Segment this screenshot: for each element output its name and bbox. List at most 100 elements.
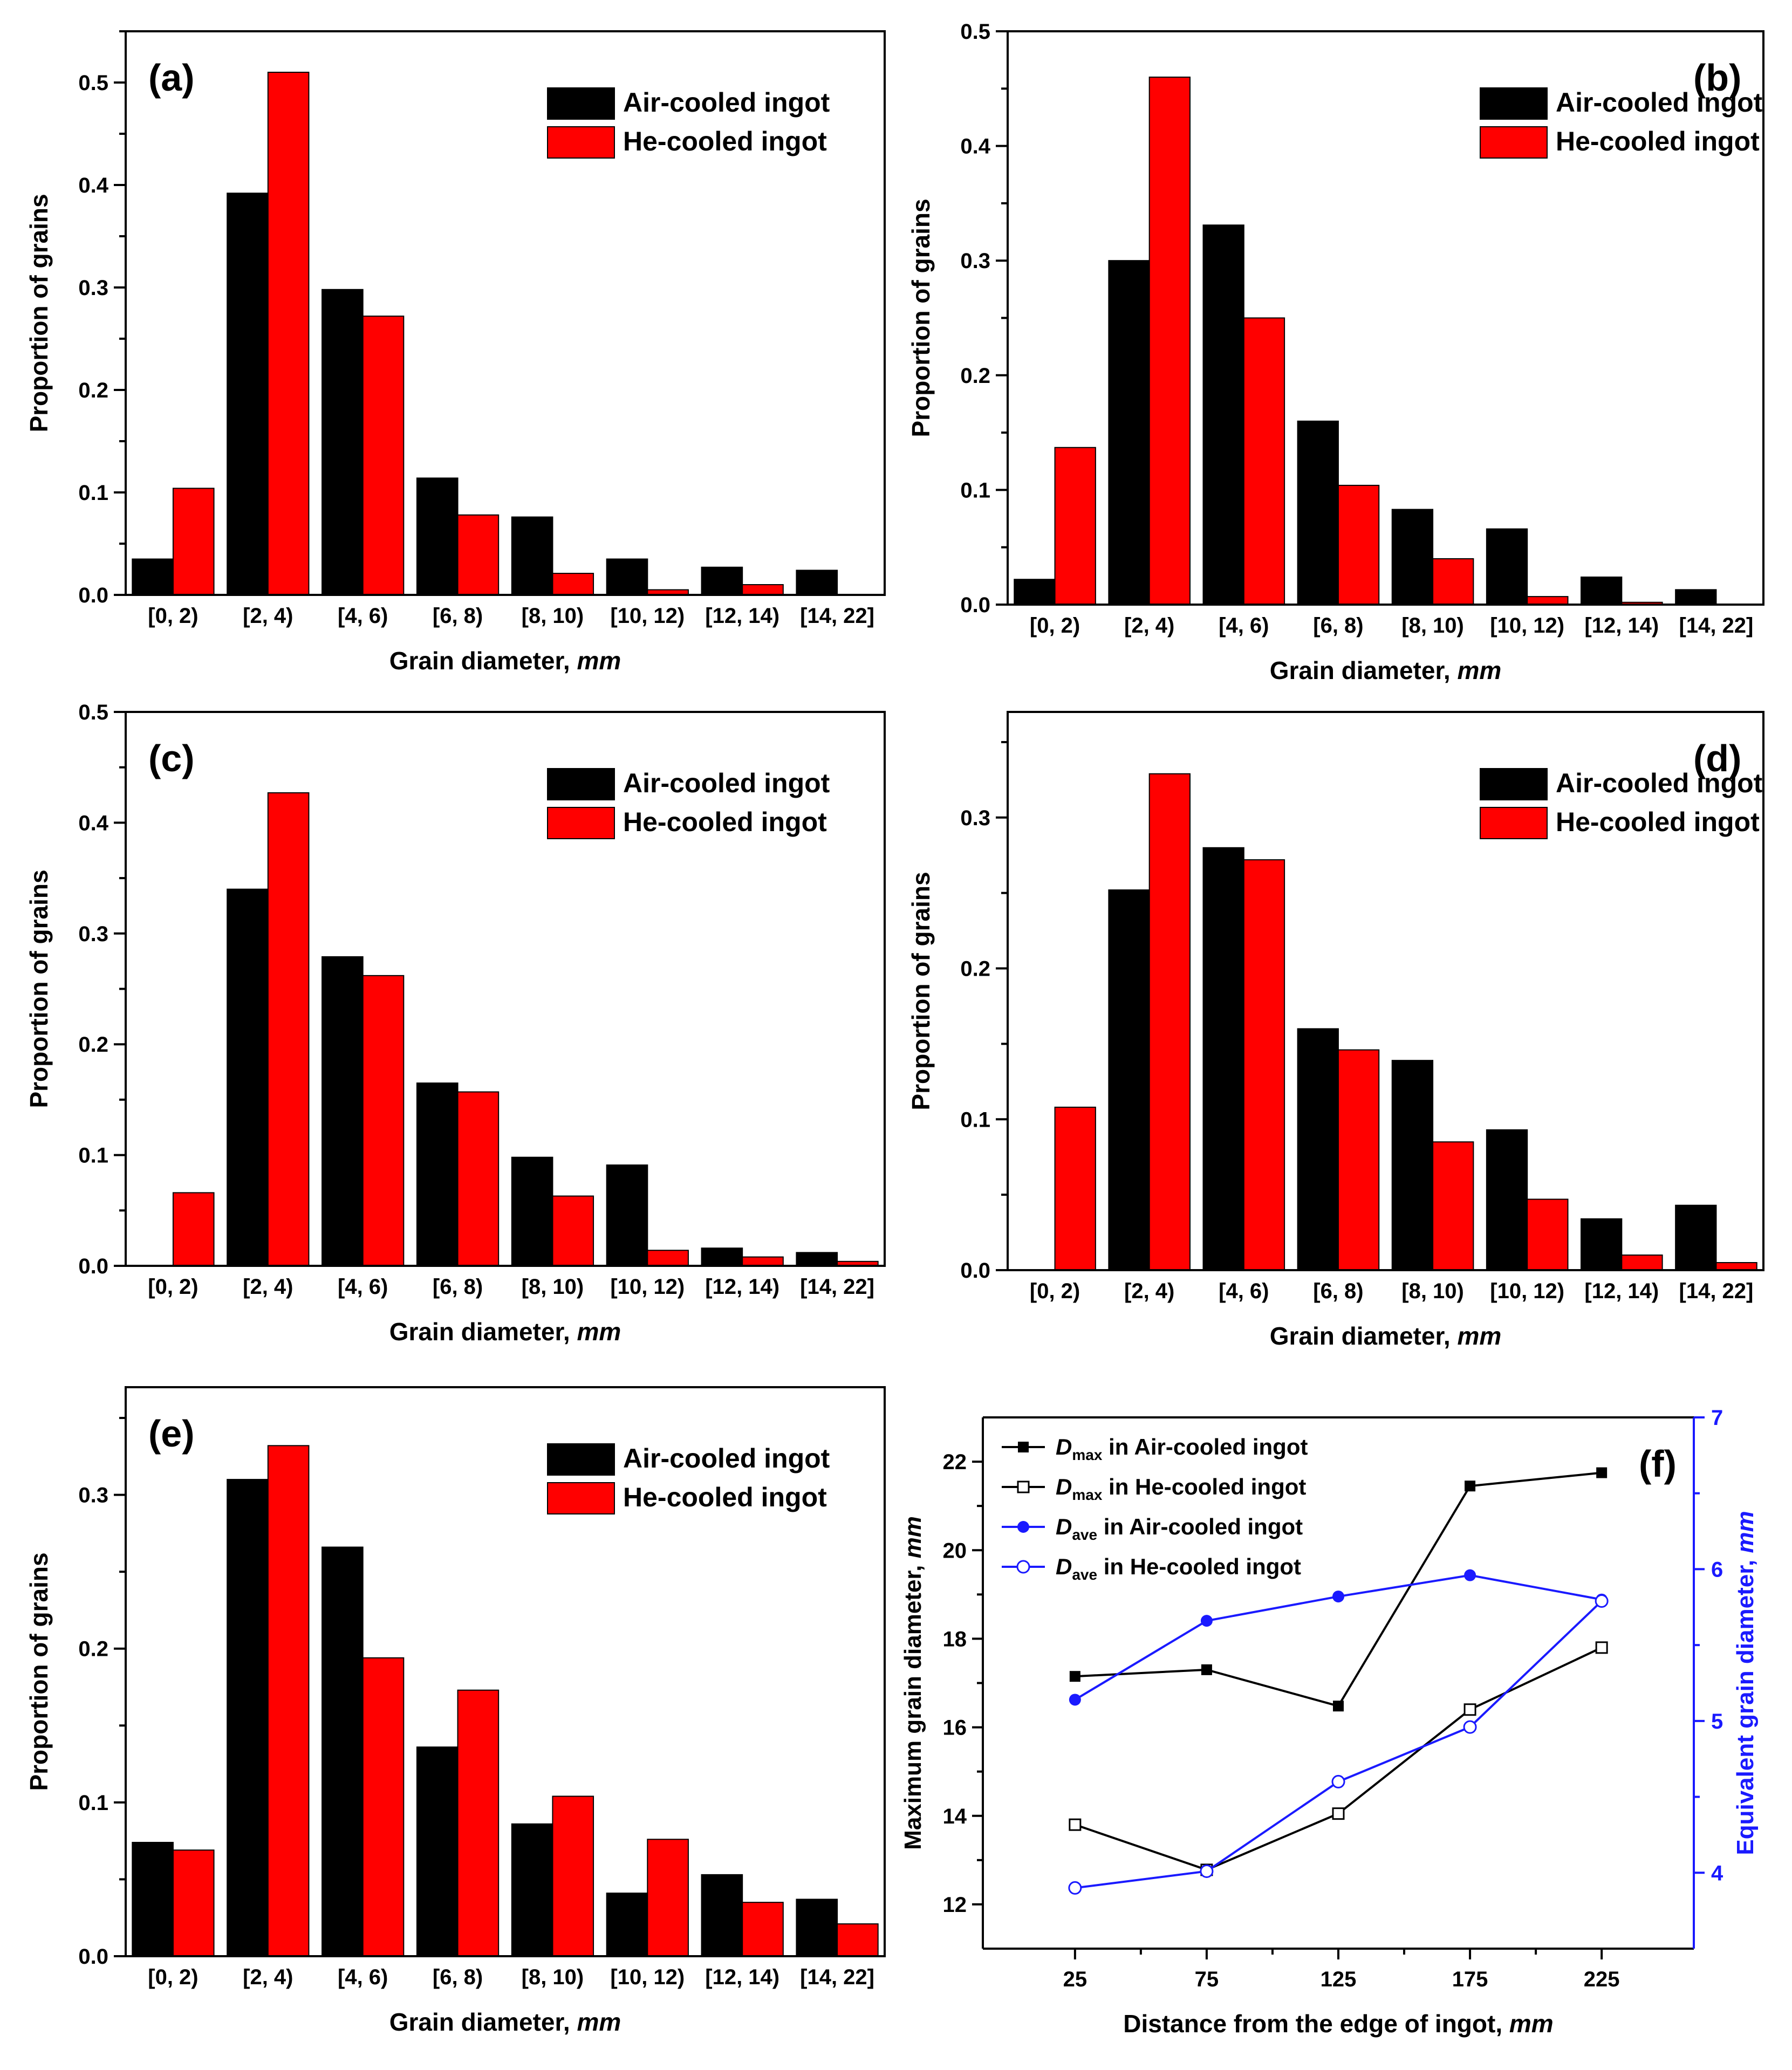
air-bar-1 <box>227 193 269 595</box>
x-tick-label: [10, 12) <box>610 604 685 628</box>
legend-text: in Air-cooled ingot <box>1097 1514 1303 1539</box>
y-tick-label: 0.1 <box>78 481 108 505</box>
air-bar-1 <box>1108 260 1150 605</box>
he-bar-5 <box>1527 1198 1569 1271</box>
series-2-point-1 <box>1200 1615 1213 1627</box>
legend-swatch <box>547 807 615 839</box>
he-bar-0 <box>172 1192 215 1267</box>
air-bar-2 <box>1202 847 1244 1271</box>
y-tick-label: 0.2 <box>78 379 108 402</box>
x-tick-label: [2, 4) <box>243 1275 293 1299</box>
y-axis-unit: mm <box>900 1516 926 1558</box>
he-bar-2 <box>1243 859 1285 1271</box>
series-0-point-4 <box>1596 1467 1608 1478</box>
series-0-point-2 <box>1333 1701 1344 1712</box>
x-tick-label: [6, 8) <box>433 604 483 628</box>
x-tick-label: [14, 22] <box>1679 1279 1754 1303</box>
x-tick-label: [14, 22] <box>800 1275 874 1299</box>
bar-chart-c: 0.0 0.1 0.2 0.3 0.4 0.5 [0, 2) [2, 4) [4, 6) [6, … <box>25 701 886 1346</box>
legend-text: in Air-cooled ingot <box>1102 1434 1308 1459</box>
x-tick-label: [12, 14) <box>705 1965 779 1989</box>
panel-label: (d) <box>1693 737 1741 779</box>
y-tick-label: 12 <box>943 1893 967 1917</box>
bar-chart-b: 0.0 0.1 0.2 0.3 0.4 0.5 [0, 2) [2, 4) [4, 6) [6, … <box>907 20 1764 684</box>
he-bar-5 <box>1527 596 1569 606</box>
x-tick-label: [2, 4) <box>1124 1279 1174 1303</box>
x-tick-label: [12, 14) <box>1584 1279 1659 1303</box>
he-bar-3 <box>457 1091 500 1266</box>
x-axis-unit: mm <box>1457 1322 1501 1350</box>
x-axis-label: Distance from the edge of ingot, mm <box>1123 2010 1553 2038</box>
x-tick-label: 175 <box>1452 1968 1488 1991</box>
he-bar-2 <box>362 316 405 595</box>
y-tick-label: 20 <box>943 1539 967 1562</box>
y-tick-label: 0.4 <box>78 811 108 835</box>
x-tick-label: [12, 14) <box>705 604 779 628</box>
air-bar-1 <box>227 888 269 1266</box>
x-tick-label: [6, 8) <box>1313 1279 1363 1303</box>
y-axis-label: Proportion of grains <box>25 1552 53 1791</box>
he-bar-2 <box>362 1657 405 1957</box>
x-tick-label: [10, 12) <box>610 1965 685 1989</box>
series-line-1 <box>1075 1647 1603 1872</box>
x-tick-label: [0, 2) <box>148 604 198 628</box>
air-bar-3 <box>416 477 459 596</box>
he-bar-4 <box>552 1195 594 1266</box>
x-tick-label: [8, 10) <box>522 1965 584 1989</box>
he-bar-6 <box>742 1256 784 1267</box>
y-tick-label: 0.1 <box>960 1108 990 1132</box>
air-bar-3 <box>1297 1028 1339 1271</box>
x-axis-label-text: Grain diameter, <box>389 647 577 675</box>
legend-marker <box>1016 1560 1030 1574</box>
y-tick-label: 0.3 <box>78 276 108 300</box>
x-tick-label: [4, 6) <box>338 604 388 628</box>
y-tick-label: 0.3 <box>960 806 990 830</box>
he-bar-6 <box>1621 1255 1663 1271</box>
he-bar-5 <box>647 1250 689 1266</box>
series-1-point-0 <box>1069 1818 1082 1831</box>
x-axis-label-text: Grain diameter, <box>389 1318 577 1346</box>
series-2-point-2 <box>1332 1591 1344 1603</box>
y-right-axis-unit: mm <box>1732 1511 1759 1553</box>
legend-text: in He-cooled ingot <box>1097 1554 1301 1579</box>
air-bar-7 <box>1675 1204 1717 1271</box>
y-tick-label: 0.0 <box>78 1945 108 1969</box>
x-tick-label: [8, 10) <box>522 604 584 628</box>
x-axis-label: Grain diameter, mm <box>1270 656 1502 684</box>
y-axis-label: Maximum grain diameter, mm <box>900 1516 926 1850</box>
legend-label: Air-cooled ingot <box>623 768 830 798</box>
air-bar-5 <box>1486 1129 1528 1271</box>
x-tick-label: 25 <box>1063 1968 1087 1991</box>
legend-text: in He-cooled ingot <box>1102 1474 1306 1499</box>
legend-label: He-cooled ingot <box>623 1482 827 1512</box>
he-bar-3 <box>1337 484 1380 605</box>
x-tick-label: [0, 2) <box>1030 1279 1080 1303</box>
air-bar-7 <box>796 1252 838 1267</box>
air-bar-2 <box>322 956 364 1266</box>
air-bar-3 <box>1297 420 1339 606</box>
legend-label: Air-cooled ingot <box>1556 768 1763 798</box>
y-right-axis-label-text: Equivalent grain diameter, <box>1732 1553 1759 1855</box>
air-bar-2 <box>322 1546 364 1957</box>
legend-marker <box>1018 1442 1029 1452</box>
air-bar-3 <box>416 1746 459 1957</box>
he-bar-1 <box>1148 77 1191 606</box>
legend-symbol: D <box>1056 1514 1072 1539</box>
air-bar-6 <box>701 566 743 595</box>
series-line-0 <box>1075 1471 1602 1708</box>
x-axis-unit: mm <box>577 2008 621 2036</box>
x-tick-label: [8, 10) <box>522 1275 584 1299</box>
legend-label: Air-cooled ingot <box>623 1443 830 1473</box>
legend-label: He-cooled ingot <box>1556 126 1760 156</box>
air-bar-6 <box>701 1248 743 1266</box>
air-bar-6 <box>1581 1218 1623 1271</box>
legend-subscript: max <box>1072 1447 1102 1463</box>
x-axis-label: Grain diameter, mm <box>1270 1322 1502 1350</box>
he-bar-0 <box>172 1849 215 1957</box>
x-axis-label: Grain diameter, mm <box>389 1318 621 1346</box>
panel-label: (f) <box>1639 1443 1677 1485</box>
x-tick-label: [10, 12) <box>1490 1279 1564 1303</box>
x-tick-label: [2, 4) <box>243 604 293 628</box>
y-right-axis-label: Equivalent grain diameter, mm <box>1732 1511 1759 1855</box>
